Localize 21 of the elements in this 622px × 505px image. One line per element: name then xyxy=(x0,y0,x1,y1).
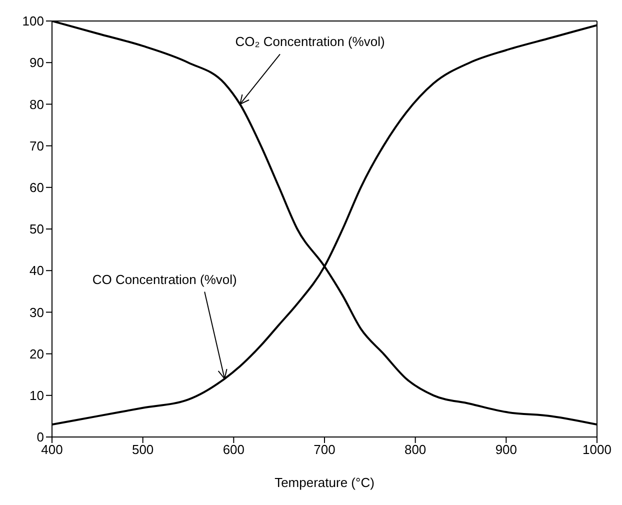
x-tick-label: 700 xyxy=(314,442,336,458)
x-tick-label: 900 xyxy=(495,442,518,458)
y-tick-label: 100 xyxy=(22,14,44,29)
x-tick-label: 600 xyxy=(222,442,245,458)
y-tick-label: 60 xyxy=(30,180,44,196)
y-tick-label: 30 xyxy=(30,304,44,320)
y-tick-label: 90 xyxy=(30,55,44,70)
x-tick-label: 1000 xyxy=(582,442,612,458)
x-tick-label: 500 xyxy=(132,442,154,458)
y-tick-label: 40 xyxy=(30,263,44,278)
x-tick-label: 800 xyxy=(404,442,426,458)
y-tick-label: 70 xyxy=(30,138,44,154)
x-tick-label: 400 xyxy=(41,442,63,458)
y-tick-label: 0 xyxy=(36,430,44,445)
y-tick-label: 80 xyxy=(30,96,44,112)
y-tick-label: 10 xyxy=(30,388,44,404)
x-axis-title: Temperature (°C) xyxy=(274,475,374,490)
y-tick-label: 20 xyxy=(30,346,44,362)
y-tick-label: 50 xyxy=(30,222,44,237)
annotation: CO Concentration (%vol) xyxy=(92,272,237,287)
annotation: CO₂ Concentration (%vol) xyxy=(235,34,385,50)
